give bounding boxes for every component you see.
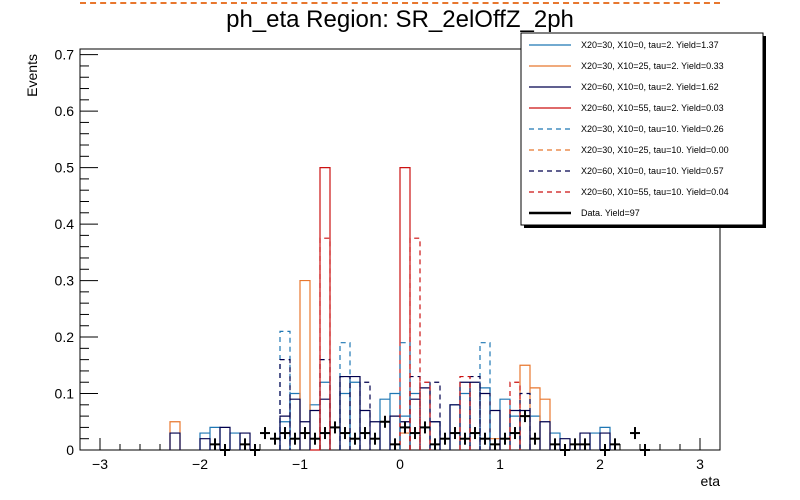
histogram-series [279, 359, 531, 450]
y-tick-label: 0.7 [55, 47, 75, 63]
y-tick-label: 0 [66, 442, 74, 458]
y-axis-label: Events [24, 54, 40, 97]
legend-entry-label: X20=60, X10=55, tau=10. Yield=0.04 [581, 187, 729, 197]
y-tick-label: 0.1 [55, 386, 75, 402]
legend-entry-label: X20=30, X10=25, tau=10. Yield=0.00 [581, 145, 729, 155]
histogram-series [319, 237, 521, 450]
legend-entry-label: X20=30, X10=0, tau=10. Yield=0.26 [581, 124, 724, 134]
legend-entry-label: X20=60, X10=55, tau=2. Yield=0.03 [581, 103, 724, 113]
x-tick-label: 0 [396, 456, 404, 472]
x-tick-label: 3 [696, 456, 704, 472]
histogram-series [279, 330, 491, 450]
y-tick-label: 0.6 [55, 103, 75, 119]
y-tick-label: 0.2 [55, 329, 75, 345]
y-tick-label: 0.5 [55, 160, 75, 176]
x-tick-label: −1 [292, 456, 308, 472]
legend-entry-label: X20=60, X10=0, tau=2. Yield=1.62 [581, 82, 719, 92]
legend-entry-label: X20=30, X10=0, tau=2. Yield=1.37 [581, 40, 719, 50]
legend-entry-label: X20=60, X10=0, tau=10. Yield=0.57 [581, 166, 724, 176]
x-tick-label: −2 [192, 456, 208, 472]
legend-entry-label: X20=30, X10=25, tau=2. Yield=0.33 [581, 61, 724, 71]
x-tick-label: −3 [92, 456, 108, 472]
chart-title: ph_eta Region: SR_2elOffZ_2ph [226, 6, 574, 33]
histogram-series [169, 375, 611, 450]
y-tick-label: 0.3 [55, 273, 75, 289]
x-axis-label: eta [701, 473, 721, 489]
histogram-series [199, 381, 611, 450]
top-dashed-line [80, 2, 720, 4]
legend-box [520, 32, 764, 226]
legend-entry-label: Data. Yield=97 [581, 208, 640, 218]
x-tick-label: 1 [496, 456, 504, 472]
y-tick-label: 0.4 [55, 216, 75, 232]
x-tick-label: 2 [596, 456, 604, 472]
